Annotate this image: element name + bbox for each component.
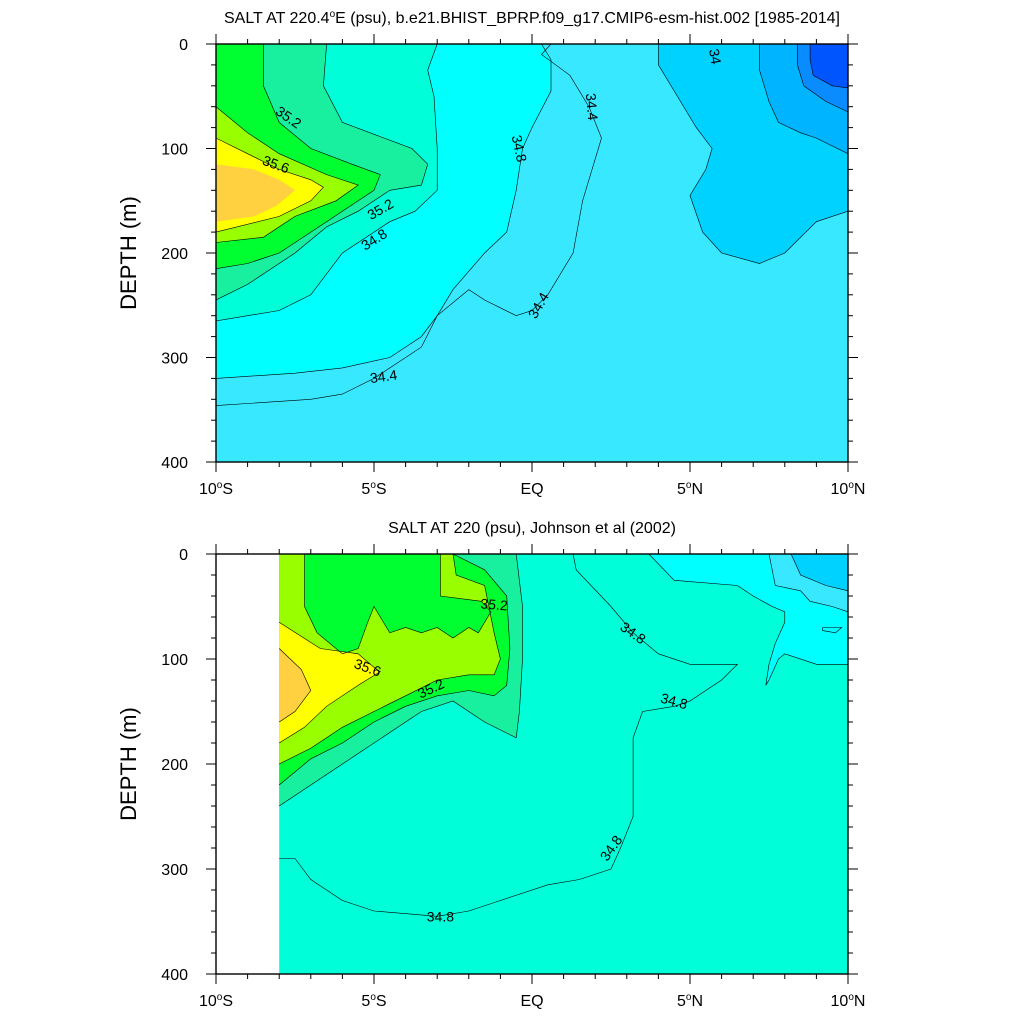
contour-label: 34.4 [583,92,601,121]
y-tick-label: 0 [179,547,188,564]
contour-line [216,44,429,301]
contour-fill-35.2 [304,554,491,654]
contour-label-text: 34.8 [509,134,530,164]
y-tick-label: 200 [161,246,188,263]
contour-label: 35.2 [480,595,509,613]
contour-line [216,137,324,233]
contour-line [822,627,843,634]
x-tick-label: 5oS [361,992,386,1010]
contour-line [759,44,848,154]
y-tick-label: 0 [179,37,188,54]
contour-line [279,554,739,917]
contour-line [279,554,511,786]
contour-label-text: 34.8 [427,908,454,924]
y-axis-label: DEPTH (m) [116,707,141,821]
contour-line [658,44,848,264]
y-tick-label: 100 [161,652,188,669]
contour-line [216,44,381,269]
contour-line [790,554,848,592]
contour-line [279,554,501,765]
y-axis-label: DEPTH (m) [116,196,141,310]
x-tick-label: 10oS [199,992,233,1010]
chart-title: SALT AT 220 (psu), Johnson et al (2002) [388,520,676,537]
contour-fill-35.8 [279,648,311,722]
contour-label: 34.8 [509,134,530,164]
x-tick-label: 5oN [677,480,703,498]
contour-line [278,648,312,723]
contour-line [279,554,523,807]
x-tick-label: 5oN [677,992,703,1010]
contour-fill-35.6 [279,622,381,743]
chart-title: SALT AT 220.4oE (psu), b.e21.BHIST_BPRP.… [224,9,840,27]
contour-label: 34 [706,47,724,65]
contour-label-text: 35.2 [480,595,509,613]
contour-label-text: 34.4 [369,366,398,386]
x-tick-label: 10oN [831,480,866,498]
x-tick-label: 10oS [199,480,233,498]
contour-label-text: 34.4 [583,92,601,121]
contour-line [797,44,848,113]
y-tick-label: 300 [161,862,188,879]
y-tick-label: 100 [161,142,188,159]
contour-line [216,44,602,406]
y-tick-label: 400 [161,967,188,984]
contour-label: 34.8 [659,690,690,713]
contour-field [216,44,848,462]
contour-fill-35.8 [216,164,295,222]
contour-label-text: 34.8 [659,690,690,713]
y-tick-label: 300 [161,351,188,368]
x-tick-label: EQ [520,993,543,1010]
axis-ticks [206,34,858,472]
x-tick-label: EQ [520,481,543,498]
y-tick-label: 400 [161,455,188,472]
contour-label: 34.4 [369,366,398,386]
contour-fill-34.3 [791,554,848,591]
x-tick-label: 5oS [361,480,386,498]
axis-ticks [206,544,858,984]
contour-line [648,554,848,686]
contour-line [768,554,848,613]
contour-fill-33.9 [810,44,848,88]
contour-line [216,44,438,322]
y-tick-label: 200 [161,757,188,774]
contour-line [279,622,381,744]
contour-label: 34.8 [427,908,454,924]
x-tick-label: 10oN [831,992,866,1010]
contour-field [278,554,848,974]
contour-line [216,106,359,243]
contour-line [216,44,552,379]
contour-line [809,44,848,89]
contour-label-text: 34 [706,47,724,65]
